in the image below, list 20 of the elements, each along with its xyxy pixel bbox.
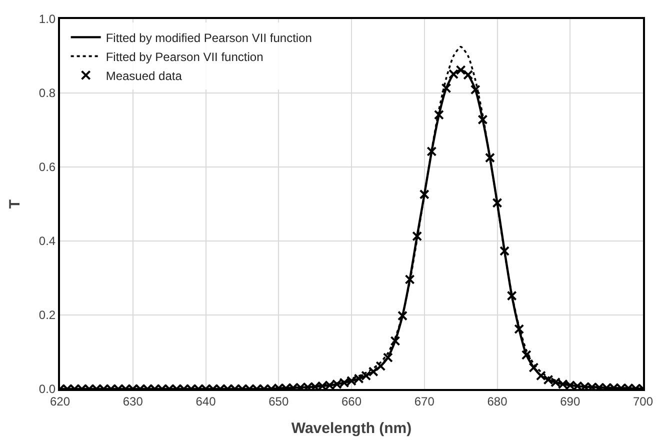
x-tick-label: 630 xyxy=(122,394,144,408)
x-tick-label: 620 xyxy=(50,394,70,408)
x-tick-label: 690 xyxy=(560,394,580,408)
y-tick-label: 0.6 xyxy=(38,160,56,174)
x-tick-label: 640 xyxy=(196,394,216,408)
x-tick-label: 650 xyxy=(268,394,289,408)
y-axis-title: T xyxy=(6,199,24,209)
x-tick-label: 680 xyxy=(487,394,508,408)
legend-label: Measued data xyxy=(106,68,182,83)
y-tick-label: 0.8 xyxy=(38,86,56,100)
legend-label: Fitted by modified Pearson VII function xyxy=(106,30,312,45)
y-tick-label: 0.0 xyxy=(38,382,56,396)
y-tick-label: 0.4 xyxy=(38,234,56,248)
x-tick-label: 660 xyxy=(341,394,362,408)
y-tick-label: 1.0 xyxy=(38,12,56,26)
y-tick-label: 0.2 xyxy=(38,308,56,322)
legend-label: Fitted by Pearson VII function xyxy=(106,50,264,64)
x-axis-title: Wavelength (nm) xyxy=(291,420,412,437)
x-tick-label: 700 xyxy=(632,394,654,408)
x-tick-label: 670 xyxy=(414,394,435,408)
